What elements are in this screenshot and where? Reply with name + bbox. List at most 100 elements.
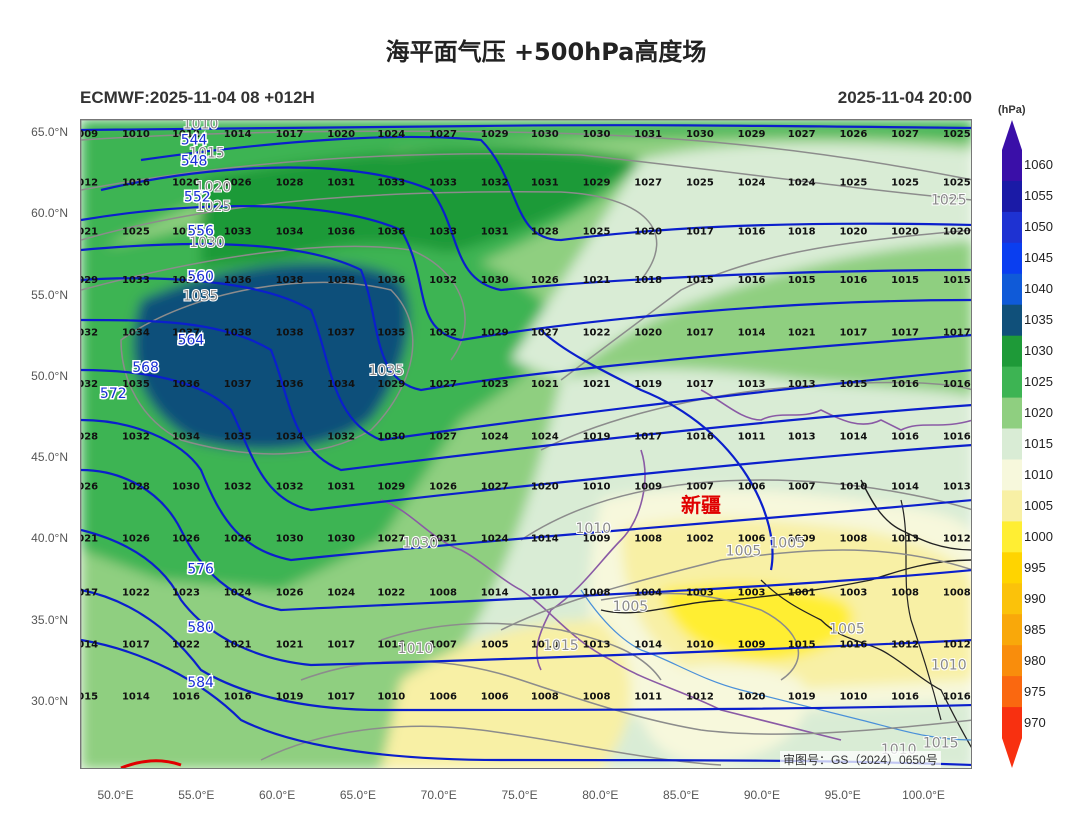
- mslp-value: 1003: [738, 587, 766, 598]
- longitude-tick-label: 95.0°E: [824, 788, 861, 802]
- mslp-value: 1035: [122, 379, 150, 390]
- mslp-value: 1013: [788, 379, 816, 390]
- mslp-value: 1010: [839, 691, 867, 702]
- mslp-value: 1028: [276, 178, 304, 189]
- mslp-value: 1009: [788, 534, 816, 545]
- mslp-value: 1016: [891, 691, 919, 702]
- mslp-value: 1034: [276, 431, 304, 442]
- colorbar-segment: [1002, 180, 1022, 213]
- mslp-value: 1024: [531, 431, 559, 442]
- mslp-value: 1021: [81, 227, 98, 238]
- mslp-value: 1010: [839, 482, 867, 493]
- colorbar-level-label: 995: [1024, 559, 1046, 575]
- height-contour-label: 568: [132, 360, 159, 376]
- height-contour-label: 576: [187, 562, 214, 578]
- mslp-value: 1017: [686, 379, 714, 390]
- colorbar-segment: [1002, 645, 1022, 677]
- colorbar-segment: [1002, 242, 1022, 275]
- mslp-value: 1017: [634, 431, 662, 442]
- mslp-value: 1013: [891, 534, 919, 545]
- mslp-value: 1014: [81, 639, 98, 650]
- colorbar-level-label: 985: [1024, 621, 1046, 637]
- colorbar-top-arrow: [1002, 120, 1022, 150]
- mslp-value: 1032: [81, 327, 98, 338]
- mslp-value: 1027: [429, 129, 457, 140]
- mslp-value: 1015: [788, 275, 816, 286]
- mslp-value: 1031: [429, 534, 457, 545]
- mslp-value: 1026: [839, 129, 867, 140]
- mslp-value: 1016: [122, 178, 150, 189]
- colorbar-level-label: 1035: [1024, 312, 1053, 328]
- mslp-value: 1019: [276, 691, 304, 702]
- longitude-tick-label: 75.0°E: [501, 788, 538, 802]
- isobar-value-label: 1035: [183, 289, 219, 305]
- colorbar-level-label: 975: [1024, 683, 1046, 699]
- mslp-value: 1006: [738, 534, 766, 545]
- mslp-value: 1022: [583, 327, 611, 338]
- mslp-value: 1025: [686, 178, 714, 189]
- mslp-value: 1030: [276, 534, 304, 545]
- mslp-value: 1026: [122, 534, 150, 545]
- longitude-tick-label: 65.0°E: [339, 788, 377, 802]
- isobar-value-label: 1005: [829, 622, 865, 638]
- mslp-value: 1017: [943, 327, 971, 338]
- isobar-value-label: 1010: [575, 521, 611, 537]
- mslp-value: 1037: [172, 327, 200, 338]
- latitude-tick-label: 35.0°N: [31, 612, 68, 627]
- longitude-tick-label: 50.0°E: [97, 788, 134, 802]
- mslp-value: 1010: [531, 587, 559, 598]
- mslp-value: 1023: [172, 587, 200, 598]
- mslp-value: 1029: [172, 227, 200, 238]
- height-contour-labels: 544 548 552 556 560 564 568 572 576 580 584: [98, 131, 215, 693]
- mslp-value: 1008: [839, 534, 867, 545]
- mslp-value: 1005: [481, 639, 509, 650]
- colorbar-segment: [1002, 150, 1022, 182]
- mslp-value: 1031: [481, 227, 509, 238]
- colorbar-level-label: 990: [1024, 590, 1046, 606]
- mslp-value: 1031: [634, 129, 662, 140]
- mslp-value: 1008: [634, 534, 662, 545]
- mslp-value: 1020: [891, 227, 919, 238]
- colorbar-segment: [1002, 273, 1022, 306]
- mslp-value: 1037: [327, 327, 355, 338]
- mslp-value: 1029: [81, 275, 98, 286]
- latitude-tick-label: 45.0°N: [31, 450, 68, 464]
- mslp-value: 1029: [481, 327, 509, 338]
- mslp-value: 1012: [943, 534, 971, 545]
- isobar-value-label: 1005: [613, 599, 649, 615]
- mslp-value: 1017: [891, 327, 919, 338]
- mslp-value: 1020: [839, 227, 867, 238]
- mslp-value: 1010: [122, 129, 150, 140]
- mslp-value: 1038: [224, 327, 252, 338]
- mslp-value: 1017: [686, 227, 714, 238]
- mslp-value: 1016: [891, 379, 919, 390]
- mslp-value: 1020: [634, 327, 662, 338]
- colorbar-segment: [1002, 676, 1022, 708]
- weather-map[interactable]: 1009 1010 1012 1014 1017 1020 1024 1027 1029 1030…: [80, 119, 972, 769]
- colorbar-level-label: 1060: [1024, 157, 1053, 173]
- mslp-value: 1031: [327, 482, 355, 493]
- mslp-value: 1003: [839, 587, 867, 598]
- latitude-tick-label: 40.0°N: [31, 531, 68, 546]
- colorbar-level-label: 1020: [1024, 405, 1053, 421]
- mslp-value: 1034: [172, 431, 200, 442]
- colorbar-level-label: 1015: [1024, 436, 1053, 451]
- mslp-value: 1030: [481, 275, 509, 286]
- mslp-value: 1017: [122, 639, 150, 650]
- map-canvas: 1009 1010 1012 1014 1017 1020 1024 1027 1029 1030…: [81, 120, 971, 768]
- mslp-value: 1022: [122, 587, 150, 598]
- latitude-tick-label: 65.0°N: [31, 125, 68, 139]
- mslp-value: 1036: [224, 275, 252, 286]
- mslp-value: 1034: [276, 227, 304, 238]
- mslp-value: 1025: [122, 227, 150, 238]
- mslp-value: 1021: [583, 379, 611, 390]
- mslp-value: 1028: [122, 482, 150, 493]
- mslp-value: 1008: [531, 691, 559, 702]
- colorbar-segment: [1002, 707, 1022, 739]
- mslp-value: 1035: [377, 327, 405, 338]
- mslp-value: 1008: [429, 587, 457, 598]
- mslp-value: 1029: [583, 178, 611, 189]
- mslp-value: 1006: [481, 691, 509, 702]
- mslp-value: 1027: [481, 482, 509, 493]
- mslp-value: 1010: [583, 482, 611, 493]
